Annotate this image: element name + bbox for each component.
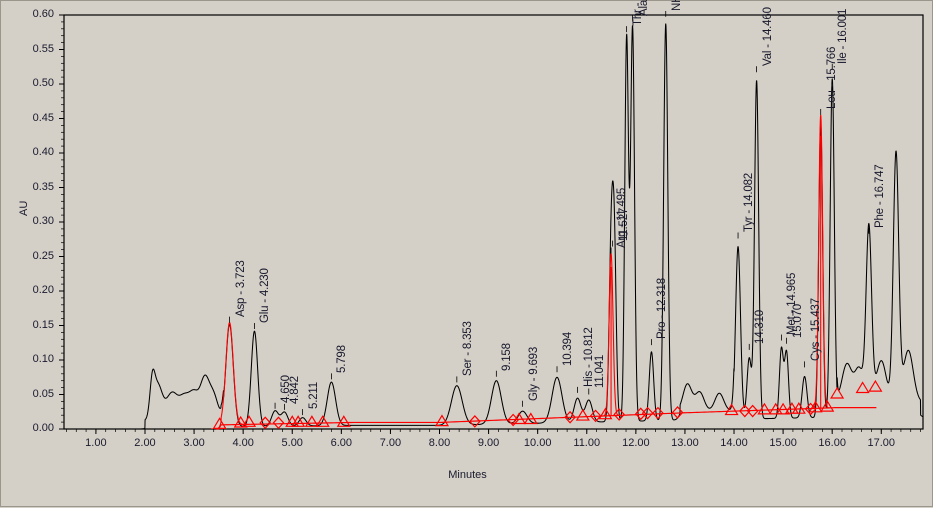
peak-annotation-label: Phe - 16.747 [873,164,886,228]
y-tick-label: 0.00 [32,422,54,434]
peak-annotation-label: Ala - 11.933 [638,0,650,16]
peak-annotation-label: Tyr - 14.082 [743,173,756,233]
x-tick-label: 14.00 [720,437,748,449]
peak-annotation-label: 15.070 [791,303,804,338]
x-tick-label: 8.00 [428,437,451,449]
peak-annotation-label: Ser - 8.353 [461,321,474,377]
x-tick-label: 9.00 [477,437,500,449]
x-tick-label: 6.00 [330,437,353,449]
peak-annotation-label: 9.158 [501,342,514,371]
x-tick-label: 1.00 [85,437,107,449]
x-axis-label: Minutes [448,469,487,481]
y-tick-label: 0.15 [32,318,54,331]
y-tick-label: 0.10 [32,353,54,365]
peak-annotation-label: NH3 - 12.609 [671,0,683,11]
x-tick-label: 2.00 [134,437,156,449]
y-tick-label: 0.20 [32,284,54,296]
peak-annotation-label: Asp - 3.723 [234,259,247,317]
y-tick-label: 0.40 [32,146,54,158]
y-tick-label: 0.55 [32,42,54,55]
y-tick-label: 0.25 [32,249,54,262]
y-tick-label: 0.35 [32,180,54,193]
peak-annotation-label: 4.842 [289,376,302,404]
y-tick-label: 0.05 [32,387,54,400]
y-tick-label: 0.30 [32,215,54,227]
peak-annotation-label: 11.041 [593,355,606,389]
x-tick-label: 3.00 [183,437,205,449]
peak-annotation-label: Ile - 16.001 [837,8,850,64]
x-tick-label: 5.00 [281,437,303,449]
x-tick-label: 13.00 [671,437,699,449]
peak-annotation-label: Glu - 4.230 [259,268,272,324]
peak-annotation-label: 11.527 [617,207,630,241]
x-tick-label: 11.00 [573,437,601,449]
peak-annotation-label: 5.211 [307,382,320,410]
peak-annotation-label: His - 10.812 [582,327,595,387]
x-tick-label: 12.00 [622,437,650,449]
x-tick-label: 15.00 [769,437,797,449]
y-tick-label: 0.45 [32,111,54,124]
y-axis-label: AU [18,200,30,216]
x-tick-label: 4.00 [232,437,254,449]
peak-annotation-label: Pro - 12.318 [656,278,669,340]
peak-annotation-label: Leu - 15.766 [825,46,838,109]
x-tick-label: 16.00 [818,437,846,449]
peak-annotation-label: 5.798 [336,345,349,374]
peak-annotation-label: Val - 14.460 [761,7,774,67]
y-tick-label: 0.60 [32,8,54,20]
peak-annotation-label: 10.394 [562,332,575,367]
peak-annotation-label: Cys - 15.437 [809,298,822,362]
x-tick-label: 7.00 [379,437,402,449]
peak-annotation-label: Gly - 9.693 [527,346,540,401]
y-tick-label: 0.50 [32,77,54,89]
x-tick-label: 17.00 [867,437,896,449]
peak-annotation-label: 14.310 [754,309,767,344]
x-tick-label: 10.00 [523,437,552,449]
